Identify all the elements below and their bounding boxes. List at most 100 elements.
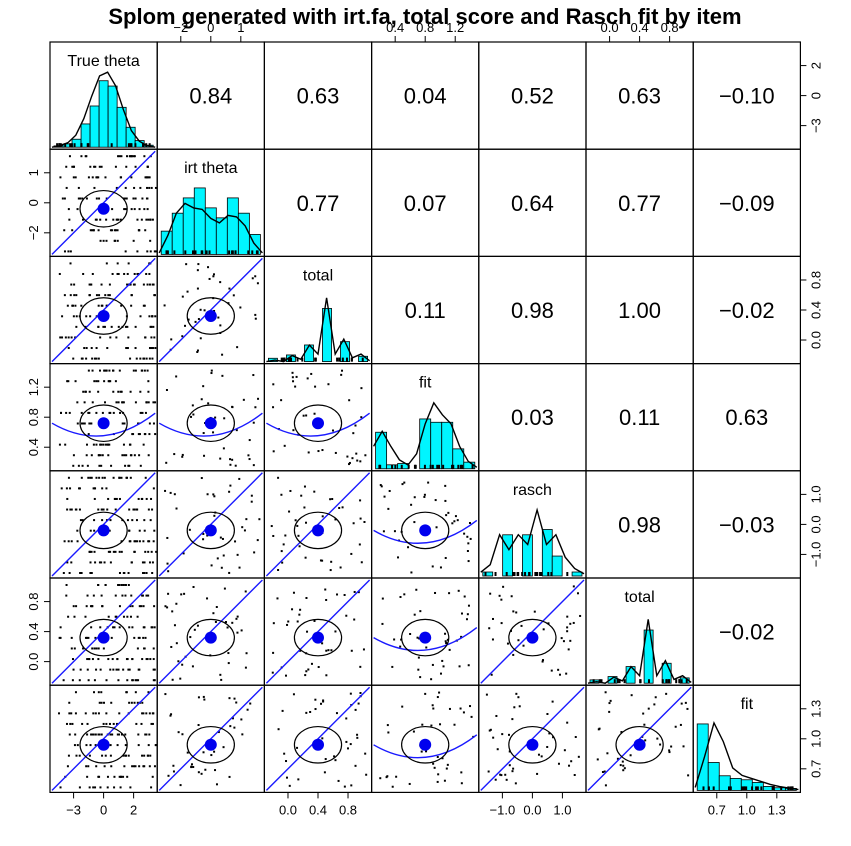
data-point (65, 487, 68, 490)
axis-top-1: −2 0 1 (173, 20, 244, 42)
data-point (78, 679, 81, 682)
data-point (141, 701, 144, 704)
data-point (551, 700, 554, 703)
data-point (130, 155, 133, 158)
data-point (150, 186, 153, 189)
data-point (103, 476, 106, 479)
data-point (114, 550, 117, 553)
data-point (314, 708, 317, 711)
data-point (153, 529, 156, 532)
data-point (154, 347, 157, 350)
data-point (144, 476, 147, 479)
data-point (129, 786, 132, 789)
data-point (213, 750, 216, 753)
data-point (98, 165, 101, 168)
data-point (439, 672, 442, 675)
data-point (144, 229, 147, 232)
data-point (283, 444, 286, 447)
data-point (235, 429, 238, 432)
correlation-ellipse (186, 404, 235, 443)
data-point (467, 604, 470, 607)
data-point (410, 571, 413, 574)
data-point (327, 383, 330, 386)
hist-bar (419, 418, 432, 470)
data-point (145, 497, 148, 500)
data-point (130, 454, 133, 457)
data-point (109, 733, 112, 736)
correlation-ellipse (79, 404, 128, 443)
data-point (101, 519, 104, 522)
data-point (251, 277, 254, 280)
data-point (272, 406, 275, 409)
data-point (210, 369, 213, 372)
data-point (252, 421, 255, 424)
data-point (341, 369, 344, 372)
data-point (103, 765, 106, 768)
data-point (59, 786, 62, 789)
data-point (309, 710, 312, 713)
data-point (310, 662, 313, 665)
variable-label: total (624, 589, 654, 606)
data-point (446, 763, 449, 766)
data-point (101, 754, 104, 757)
data-point (250, 494, 253, 497)
data-point (95, 380, 98, 383)
data-point (122, 584, 125, 586)
data-point (345, 614, 348, 617)
data-point (339, 566, 342, 569)
loess-line (373, 734, 478, 759)
data-point (214, 416, 217, 419)
data-point (91, 369, 94, 372)
data-point (62, 679, 65, 682)
data-point (124, 464, 127, 467)
data-point (210, 372, 213, 375)
data-point (99, 668, 102, 671)
data-point (90, 476, 93, 479)
data-point (125, 476, 128, 479)
data-point (507, 733, 510, 736)
loess-line (373, 519, 478, 544)
data-point (113, 775, 116, 778)
panel-5-4 (478, 577, 587, 686)
data-point (679, 723, 682, 726)
data-point (147, 594, 150, 597)
correlation-value: 0.63 (297, 84, 340, 109)
data-point (84, 390, 87, 393)
data-point (572, 585, 575, 588)
data-point (100, 443, 103, 446)
data-point (109, 336, 112, 339)
data-point (181, 295, 184, 298)
data-point (116, 658, 119, 661)
data-point (112, 218, 115, 221)
data-point (506, 642, 509, 645)
data-point (277, 476, 280, 479)
panel-0-3: 0.04 (371, 41, 480, 150)
data-point (101, 476, 104, 479)
data-point (112, 411, 115, 414)
data-point (448, 707, 451, 710)
data-point (153, 336, 156, 339)
data-point (120, 155, 123, 158)
data-point (146, 658, 149, 661)
correlation-ellipse (186, 297, 235, 335)
data-point (149, 519, 152, 522)
data-point (125, 454, 128, 457)
data-point (131, 433, 134, 436)
data-point (97, 325, 100, 328)
data-point (131, 765, 134, 768)
data-point (305, 596, 308, 599)
data-point (512, 653, 515, 656)
data-point (87, 679, 90, 682)
data-point (129, 390, 132, 393)
data-point (109, 411, 112, 414)
data-point (547, 622, 550, 625)
data-point (73, 283, 76, 286)
data-point (74, 304, 77, 307)
data-point (98, 733, 101, 736)
data-point (167, 570, 170, 573)
data-point (219, 673, 222, 676)
data-point (397, 556, 400, 559)
tick-label: 1.3 (768, 802, 786, 817)
data-point (305, 414, 308, 417)
data-point (83, 347, 86, 350)
